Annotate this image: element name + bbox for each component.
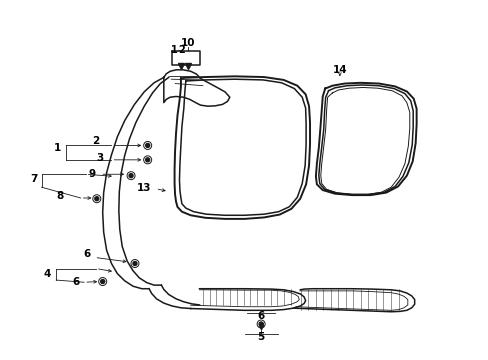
Text: 9: 9 (88, 169, 95, 179)
Text: 7: 7 (30, 174, 38, 184)
Text: 10: 10 (181, 38, 195, 48)
Circle shape (129, 174, 133, 178)
Circle shape (133, 261, 137, 266)
Text: 1: 1 (170, 45, 177, 55)
Text: 2: 2 (178, 45, 185, 55)
Text: 2: 2 (92, 136, 99, 146)
Circle shape (145, 158, 149, 162)
Text: 14: 14 (332, 65, 346, 75)
Circle shape (95, 197, 99, 201)
Text: 8: 8 (56, 191, 63, 201)
Text: 5: 5 (257, 332, 264, 342)
Text: 13: 13 (137, 183, 151, 193)
Text: 4: 4 (43, 269, 51, 279)
Text: 1: 1 (54, 143, 61, 153)
Circle shape (145, 143, 149, 148)
Text: 3: 3 (97, 153, 103, 163)
Circle shape (259, 322, 263, 326)
Circle shape (101, 279, 104, 284)
Text: 6: 6 (257, 311, 264, 321)
Text: 6: 6 (72, 276, 79, 287)
Text: 6: 6 (83, 249, 90, 259)
